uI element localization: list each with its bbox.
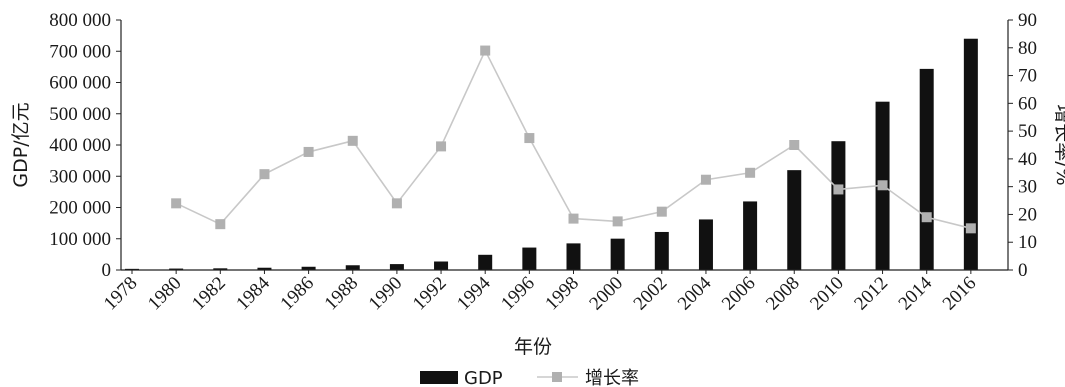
growth-rate-point-2000	[612, 216, 623, 227]
left-tick-label: 400 000	[49, 135, 111, 156]
x-tick-label: 2014	[895, 272, 937, 314]
gdp-bar-2016	[963, 38, 978, 271]
left-tick-label: 300 000	[49, 166, 111, 187]
x-axis-ticks: 1978 1980 1982 1984 1986 1988 1990 1992 1994 1996…	[100, 270, 981, 315]
right-tick-label: 0	[1018, 260, 1028, 281]
x-tick-label: 1984	[232, 272, 274, 314]
x-tick-label: 1992	[409, 273, 451, 315]
growth-rate-point-1992	[436, 141, 447, 152]
x-tick-label: 1986	[276, 273, 318, 315]
gdp-bar-2010	[831, 141, 846, 270]
growth-rate-point-1998	[568, 213, 579, 224]
right-tick-label: 70	[1018, 66, 1037, 87]
right-tick-label: 60	[1018, 93, 1037, 114]
legend-growth-marker	[552, 372, 562, 382]
right-tick-label: 50	[1018, 121, 1037, 142]
growth-rate-point-1988	[347, 135, 358, 146]
right-tick-label: 30	[1018, 177, 1037, 198]
legend: GDP 增长率	[420, 368, 639, 387]
left-tick-label: 800 000	[49, 10, 111, 31]
growth-rate-point-2010	[833, 184, 844, 195]
gdp-bar-1996	[522, 247, 537, 270]
x-axis-title: 年份	[514, 336, 552, 358]
gdp-bar-1990	[389, 264, 404, 270]
legend-growth-label: 增长率	[585, 368, 639, 387]
growth-rate-point-2014	[921, 212, 932, 223]
growth-rate-point-1980	[171, 198, 182, 209]
right-axis-ticks: 0 10 20 30 40 50 60 70 80 90	[1008, 10, 1037, 281]
gdp-bar-1992	[434, 261, 449, 270]
gdp-bar-1994	[478, 254, 493, 270]
growth-rate-point-2006	[745, 167, 756, 178]
right-tick-label: 20	[1018, 204, 1037, 225]
growth-rate-point-2012	[877, 180, 888, 191]
left-tick-label: 700 000	[49, 41, 111, 62]
legend-gdp-label: GDP	[464, 368, 503, 387]
y-axis-title: GDP/亿元	[10, 102, 32, 187]
gdp-bar-2002	[654, 231, 669, 270]
x-tick-label: 2016	[939, 273, 981, 315]
gdp-bar-2006	[743, 201, 758, 270]
left-tick-label: 100 000	[49, 229, 111, 250]
right-tick-label: 40	[1018, 149, 1037, 170]
growth-rate-series-line	[175, 48, 972, 230]
gdp-bar-2008	[787, 170, 802, 270]
x-tick-label: 1996	[497, 273, 539, 315]
growth-rate-point-1994	[480, 45, 491, 56]
gdp-bar-1980	[169, 268, 184, 270]
left-axis-ticks: 0 100 000 200 000 300 000 400 000 500 000 600 …	[49, 10, 121, 281]
growth-rate-point-1990	[391, 198, 402, 209]
right-tick-label: 90	[1018, 10, 1037, 31]
growth-rate-point-1986	[303, 146, 314, 157]
left-tick-label: 500 000	[49, 104, 111, 125]
left-tick-label: 600 000	[49, 73, 111, 94]
left-tick-label: 0	[102, 260, 112, 281]
x-tick-label: 1990	[365, 273, 407, 315]
x-tick-label: 2008	[762, 273, 804, 315]
growth-rate-point-2016	[965, 223, 976, 234]
x-tick-label: 1998	[541, 273, 583, 315]
growth-rate-point-2004	[700, 174, 711, 185]
x-tick-label: 2010	[806, 273, 848, 315]
right-tick-label: 10	[1018, 232, 1037, 253]
right-tick-label: 80	[1018, 38, 1037, 59]
gdp-bar-1982	[213, 268, 228, 270]
growth-rate-line	[171, 45, 976, 234]
x-tick-label: 2004	[674, 272, 716, 314]
gdp-bar-1984	[257, 267, 272, 270]
growth-rate-point-2002	[656, 206, 667, 217]
gdp-bar-1998	[566, 243, 581, 270]
gdp-bar-2004	[698, 219, 713, 270]
gdp-bar-1986	[301, 266, 316, 270]
x-tick-label: 1994	[453, 272, 495, 314]
growth-rate-point-2008	[789, 140, 800, 150]
growth-rate-point-1984	[259, 169, 270, 180]
x-tick-label: 1988	[321, 273, 363, 315]
gdp-bars	[125, 38, 978, 271]
legend-gdp-swatch	[420, 371, 458, 384]
x-tick-label: 2006	[718, 273, 760, 315]
axes	[120, 20, 1009, 271]
gdp-bar-2014	[919, 68, 934, 270]
growth-rate-point-1982	[215, 219, 226, 230]
x-tick-label: 2012	[850, 273, 892, 315]
x-tick-label: 1980	[144, 273, 186, 315]
left-tick-label: 200 000	[49, 198, 111, 219]
gdp-bar-1988	[345, 265, 360, 270]
gdp-bar-2000	[610, 238, 625, 270]
y2-axis-title: 增长率/%	[1052, 104, 1065, 185]
x-tick-label: 2002	[630, 273, 672, 315]
x-tick-label: 1982	[188, 273, 230, 315]
x-tick-label: 2000	[585, 273, 627, 315]
growth-rate-point-1996	[524, 133, 535, 144]
